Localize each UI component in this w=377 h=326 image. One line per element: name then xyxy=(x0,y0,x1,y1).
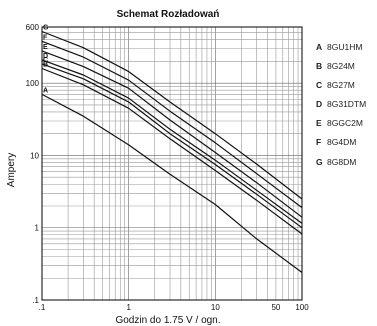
legend-item: A 8GU1HM xyxy=(316,38,377,57)
series-label-e: E xyxy=(43,44,48,51)
tick-labels: .1 1 10 50 100 .1 1 10 100 600 xyxy=(26,23,310,312)
series-line-a xyxy=(41,93,303,273)
series-line-d xyxy=(41,59,303,224)
legend-item: G 8G8DM xyxy=(316,153,377,172)
legend-key: A xyxy=(316,42,323,52)
legend-item: F 8G4DM xyxy=(316,133,377,152)
legend-label: 8G4DM xyxy=(327,137,357,148)
series-line-g xyxy=(41,30,303,200)
series-line-e xyxy=(41,50,303,218)
legend-item: C 8G27M xyxy=(316,76,377,95)
chart-title: Schemat Rozładowań xyxy=(117,9,220,20)
series-line-b xyxy=(41,67,303,235)
legend-key: B xyxy=(316,61,323,72)
x-tick-label: .1 xyxy=(39,303,46,312)
chart-grid xyxy=(41,26,302,301)
x-tick-label: 100 xyxy=(295,303,309,312)
y-tick-label: 10 xyxy=(30,151,39,160)
series-label-b: B xyxy=(43,61,48,68)
legend-label: 8G24M xyxy=(327,61,355,72)
y-tick-label: 600 xyxy=(26,23,40,32)
y-tick-label: .1 xyxy=(32,296,39,305)
series-label-g: G xyxy=(43,24,49,31)
x-tick-label: 1 xyxy=(126,303,131,312)
legend-item: B 8G24M xyxy=(316,57,377,76)
x-tick-label: 50 xyxy=(271,303,280,312)
legend-key: D xyxy=(316,99,323,110)
legend-key: C xyxy=(316,80,323,91)
legend-label: 8G31DTM xyxy=(327,99,367,110)
legend-label: 8G8DM xyxy=(327,156,357,167)
legend-label: 8GGC2M xyxy=(327,118,363,129)
y-tick-label: 1 xyxy=(35,224,40,233)
legend: A 8GU1HM B 8G24M C 8G27M D 8G31DTM E 8GGC2M F… xyxy=(316,38,377,172)
x-axis-label: Godzin do 1.75 V / ogn. xyxy=(115,315,220,326)
legend-key: G xyxy=(316,156,323,167)
x-tick-label: 10 xyxy=(211,303,220,312)
series-label-d: D xyxy=(43,53,48,60)
legend-item: D 8G31DTM xyxy=(316,95,377,114)
plot-frame xyxy=(41,26,303,301)
series-label-a: A xyxy=(43,87,48,94)
y-tick-label: 100 xyxy=(26,79,40,88)
series-layer xyxy=(41,30,303,273)
legend-key: F xyxy=(316,137,322,148)
legend-item: E 8GGC2M xyxy=(316,114,377,133)
series-line-f xyxy=(41,40,303,209)
legend-label: 8GU1HM xyxy=(327,42,363,52)
series-line-c xyxy=(41,63,303,229)
legend-label: 8G27M xyxy=(327,80,355,91)
series-label-f: F xyxy=(43,34,48,41)
legend-key: E xyxy=(316,118,322,129)
series-label-c: C xyxy=(43,57,48,64)
y-axis-label: Ampery xyxy=(6,153,17,187)
